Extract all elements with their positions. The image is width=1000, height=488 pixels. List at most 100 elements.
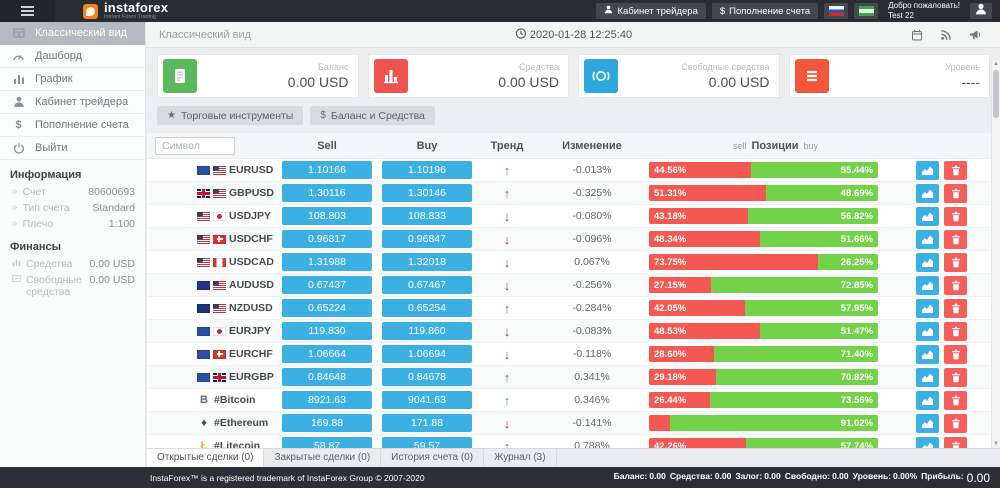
col-header-change: Изменение xyxy=(562,139,622,152)
tab-0[interactable]: Открытые сделки (0) xyxy=(147,449,265,467)
username-text: Test 22 xyxy=(888,11,914,20)
remove-symbol-button[interactable] xyxy=(944,413,967,433)
open-chart-button[interactable] xyxy=(916,160,939,180)
finance-row: Свободные средства 0.00 USD xyxy=(0,272,145,300)
sidebar-item-5[interactable]: Выйти xyxy=(0,137,145,160)
positions-buy-segment: 91.02% xyxy=(840,417,873,429)
remove-symbol-button[interactable] xyxy=(944,390,967,410)
open-chart-button[interactable] xyxy=(916,252,939,272)
sell-button[interactable]: 1.06664 xyxy=(282,345,372,363)
buy-button[interactable]: 119.860 xyxy=(382,322,472,340)
sidebar-item-0[interactable]: Классический вид xyxy=(0,22,145,45)
change-value: -0.284% xyxy=(572,302,612,314)
remove-symbol-button[interactable] xyxy=(944,183,967,203)
tab-1[interactable]: Закрытые сделки (0) xyxy=(264,449,382,467)
sell-button[interactable]: 8921.63 xyxy=(282,391,372,409)
menu-toggle-button[interactable] xyxy=(0,0,55,22)
buy-button[interactable]: 0.67467 xyxy=(382,276,472,294)
page-title: Классический вид xyxy=(159,28,252,41)
scroll-up-arrow[interactable]: ▲ xyxy=(993,61,999,67)
brand-logo-block: instaforex Instant Forex Trading xyxy=(83,1,168,21)
language-alt-button[interactable] xyxy=(854,3,879,19)
buy-button[interactable]: 9041.63 xyxy=(382,391,472,409)
table-row: EURJPY 119.830 119.860 ↓ -0.083% 48.53% 51.47% xyxy=(147,320,1000,343)
buy-button[interactable]: 0.65254 xyxy=(382,299,472,317)
table-row: EURUSD 1.10166 1.10196 ↑ -0.013% 44.56% 55.44% xyxy=(147,159,1000,182)
sidebar-item-2[interactable]: График xyxy=(0,68,145,91)
filter-button[interactable]: ★ Торговые инструменты xyxy=(157,106,304,125)
megaphone-icon[interactable] xyxy=(969,29,982,41)
vertical-scrollbar[interactable]: ▲ ▼ xyxy=(991,60,1000,448)
remove-symbol-button[interactable] xyxy=(944,275,967,295)
sidebar-item-4[interactable]: $ Пополнение счета xyxy=(0,114,145,137)
symbol-cell: EURUSD xyxy=(147,164,277,176)
remove-symbol-button[interactable] xyxy=(944,321,967,341)
open-chart-button[interactable] xyxy=(916,229,939,249)
sell-button[interactable]: 0.67437 xyxy=(282,276,372,294)
remove-symbol-button[interactable] xyxy=(944,298,967,318)
buy-button[interactable]: 1.06694 xyxy=(382,345,472,363)
deposit-button[interactable]: $ Пополнение счета xyxy=(711,3,819,19)
sidebar-item-3[interactable]: Кабинет трейдера xyxy=(0,91,145,114)
open-chart-button[interactable] xyxy=(916,321,939,341)
sell-button[interactable]: 0.65224 xyxy=(282,299,372,317)
sell-button[interactable]: 0.96817 xyxy=(282,230,372,248)
sell-button[interactable]: 1.31988 xyxy=(282,253,372,271)
table-row: USDCHF 0.96817 0.96847 ↓ -0.096% 48.34% 51.66% xyxy=(147,228,1000,251)
welcome-block: Добро пожаловать! Test 22 xyxy=(888,1,960,20)
avatar-button[interactable] xyxy=(970,3,992,19)
open-chart-button[interactable] xyxy=(916,390,939,410)
sell-button[interactable]: 108.803 xyxy=(282,207,372,225)
buy-button[interactable]: 1.32018 xyxy=(382,253,472,271)
open-chart-button[interactable] xyxy=(916,275,939,295)
filter-button[interactable]: $ Баланс и Средства xyxy=(310,106,435,125)
pos-sell-sub-label: sell xyxy=(732,140,747,151)
remove-symbol-button[interactable] xyxy=(944,344,967,364)
trader-cabinet-button[interactable]: Кабинет трейдера xyxy=(596,3,706,19)
change-value: -0.080% xyxy=(572,210,612,222)
remove-symbol-button[interactable] xyxy=(944,367,967,387)
trend-arrow-icon: ↑ xyxy=(503,185,511,201)
sidebar-item-1[interactable]: Дашборд xyxy=(0,45,145,68)
buy-button[interactable]: 1.30146 xyxy=(382,184,472,202)
symbol-cell: NZDUSD xyxy=(147,302,277,314)
buy-button[interactable]: 1.10196 xyxy=(382,161,472,179)
positions-sell-segment: 26.44% xyxy=(649,392,710,408)
sell-button[interactable]: 1.30116 xyxy=(282,184,372,202)
remove-symbol-button[interactable] xyxy=(944,206,967,226)
open-chart-button[interactable] xyxy=(916,206,939,226)
open-chart-button[interactable] xyxy=(916,344,939,364)
rss-icon[interactable] xyxy=(940,29,952,41)
tab-3[interactable]: Журнал (3) xyxy=(484,449,557,467)
open-chart-button[interactable] xyxy=(916,183,939,203)
trader-cabinet-label: Кабинет трейдера xyxy=(617,5,698,17)
positions-buy-segment: 51.47% xyxy=(840,325,873,337)
scroll-down-arrow[interactable]: ▼ xyxy=(993,441,999,447)
sidebar-item-label: Классический вид xyxy=(35,27,128,39)
buy-button[interactable]: 0.84678 xyxy=(382,368,472,386)
symbol-filter-input[interactable] xyxy=(155,136,235,155)
sell-button[interactable]: 1.10166 xyxy=(282,161,372,179)
language-russian-button[interactable] xyxy=(824,3,849,19)
sell-button[interactable]: 119.830 xyxy=(282,322,372,340)
buy-button[interactable]: 171.88 xyxy=(382,414,472,432)
remove-symbol-button[interactable] xyxy=(944,252,967,272)
info-label: Плечо xyxy=(22,218,54,230)
calendar-icon[interactable] xyxy=(911,29,923,41)
tab-2[interactable]: История счета (0) xyxy=(381,449,485,467)
sell-button[interactable]: 169.88 xyxy=(282,414,372,432)
card-list-icon xyxy=(163,59,197,93)
positions-bar: 27.15% 72.85% xyxy=(649,277,878,293)
sell-button[interactable]: 0.84648 xyxy=(282,368,372,386)
open-chart-button[interactable] xyxy=(916,413,939,433)
remove-symbol-button[interactable] xyxy=(944,229,967,249)
brand-name: instaforex xyxy=(104,0,169,16)
scrollbar-thumb[interactable] xyxy=(993,70,999,118)
open-chart-button[interactable] xyxy=(916,298,939,318)
buy-button[interactable]: 0.96847 xyxy=(382,230,472,248)
positions-bar: 26.44% 73.56% xyxy=(649,392,878,408)
pos-label: Позиции xyxy=(751,139,799,152)
open-chart-button[interactable] xyxy=(916,367,939,387)
remove-symbol-button[interactable] xyxy=(944,160,967,180)
buy-button[interactable]: 108.833 xyxy=(382,207,472,225)
